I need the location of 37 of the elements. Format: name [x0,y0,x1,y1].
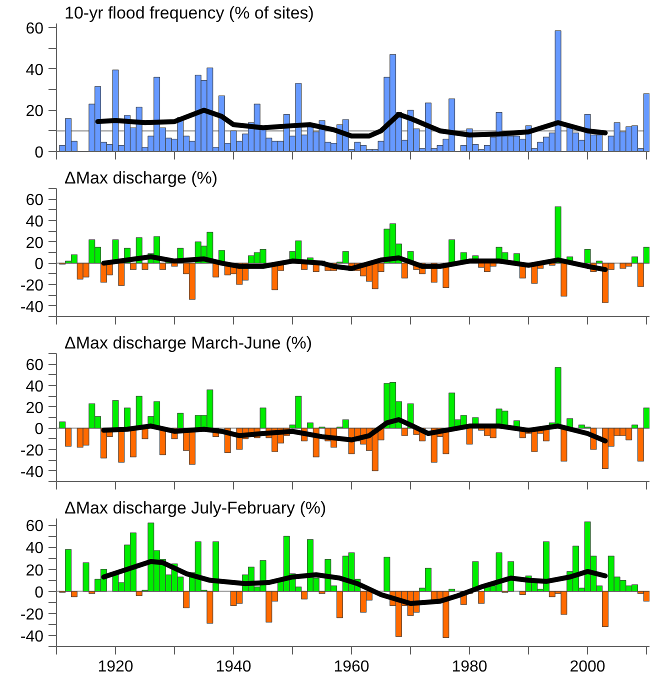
bar [448,239,456,264]
y-tick-label: -20 [20,442,44,460]
y-tick-label: -40 [20,628,44,646]
y-tick-label: -20 [20,606,44,624]
chart-title: ΔMax discharge July-February (%) [64,498,326,518]
x-tick-label: 1980 [452,658,488,676]
y-tick-label: 0 [34,144,44,162]
y-tick-label: 60 [26,192,44,210]
y-tick-label: -40 [20,464,44,481]
x-tick-label: 1920 [98,658,134,676]
y-tick-label: 20 [26,562,44,580]
bar [112,400,119,428]
chart-title: 10-yr flood frequency (% of sites) [64,4,314,22]
bar [466,428,473,444]
y-tick-label: 60 [26,20,44,38]
y-tick-label: 0 [34,256,44,274]
chart-title: ΔMax discharge (%) [64,168,218,188]
y-tick-label: 60 [26,357,44,374]
y-tick-label: 20 [26,234,44,252]
y-tick-label: 60 [26,518,44,536]
y-tick-label: 0 [34,421,44,438]
y-tick-label: 20 [26,103,44,120]
x-tick-label: 2000 [570,658,606,676]
x-tick-label: 1940 [216,658,252,676]
bar [560,428,568,462]
y-tick-label: 40 [26,540,44,558]
y-tick-label: -40 [20,298,44,316]
chart-title: ΔMax discharge March-June (%) [64,334,312,352]
y-tick-label: 20 [26,400,44,417]
bar [212,262,220,278]
y-tick-label: 40 [26,214,44,230]
x-tick-label: 1960 [334,658,370,676]
y-tick-label: 40 [26,62,44,79]
bar [124,408,131,428]
y-tick-label: 0 [34,584,44,602]
y-tick-label: -20 [20,278,44,294]
y-tick-label: 40 [26,378,44,396]
